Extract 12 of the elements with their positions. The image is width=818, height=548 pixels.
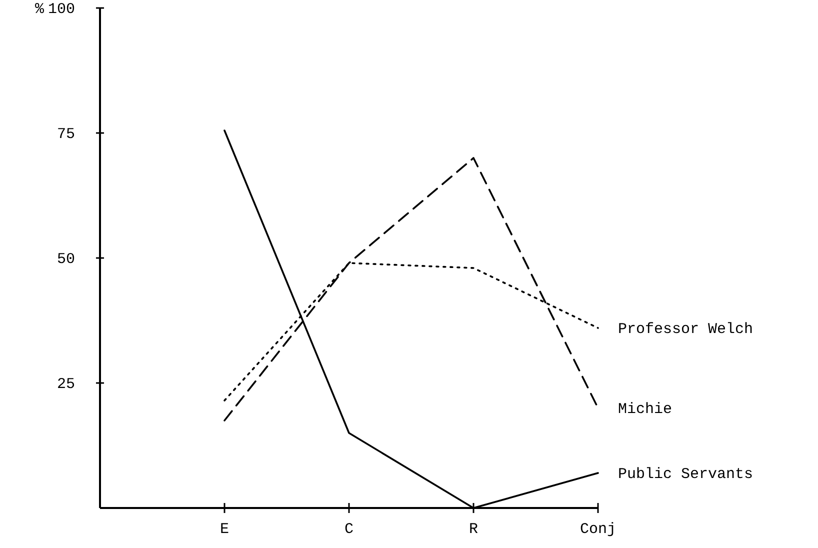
series-label: Michie — [618, 401, 672, 418]
y-axis-title: % — [35, 1, 45, 18]
x-tick-label: R — [468, 521, 478, 538]
x-tick-label: E — [220, 521, 230, 538]
x-tick-label: C — [344, 521, 354, 538]
y-tick-label: 25 — [56, 376, 75, 393]
series-label: Professor Welch — [618, 321, 754, 338]
series-label: Public Servants — [618, 466, 754, 483]
y-tick-label: 75 — [56, 126, 75, 143]
y-tick-label: 100 — [48, 1, 75, 18]
x-tick-label: Conj — [580, 521, 616, 538]
y-tick-label: 50 — [56, 251, 75, 268]
